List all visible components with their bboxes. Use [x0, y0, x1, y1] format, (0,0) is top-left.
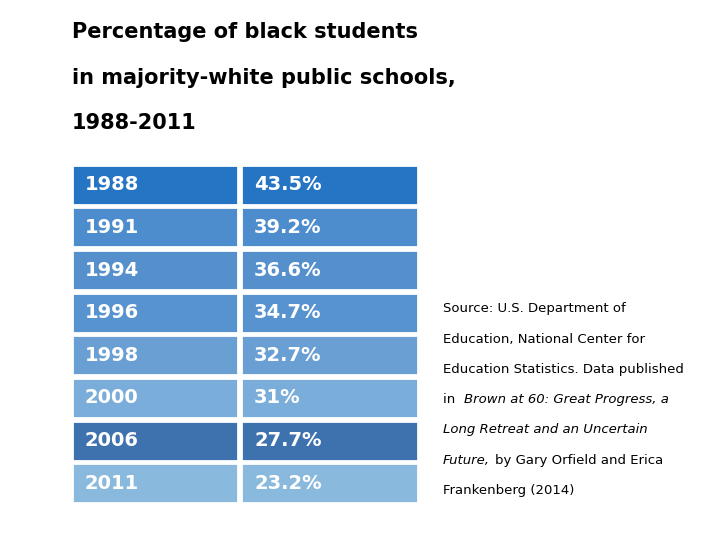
FancyBboxPatch shape: [241, 293, 418, 333]
Text: 1994: 1994: [85, 260, 139, 280]
Text: Percentage of black students: Percentage of black students: [72, 22, 418, 42]
Text: Long Retreat and an Uncertain: Long Retreat and an Uncertain: [443, 423, 647, 436]
Text: 31%: 31%: [254, 388, 301, 408]
Text: 1988: 1988: [85, 175, 140, 194]
Text: Frankenberg (2014): Frankenberg (2014): [443, 484, 574, 497]
FancyBboxPatch shape: [72, 250, 238, 290]
Text: in: in: [443, 393, 459, 406]
Text: 23.2%: 23.2%: [254, 474, 322, 493]
Text: 36.6%: 36.6%: [254, 260, 322, 280]
Text: 2000: 2000: [85, 388, 139, 408]
FancyBboxPatch shape: [241, 250, 418, 290]
Text: 1991: 1991: [85, 218, 139, 237]
Text: 1996: 1996: [85, 303, 139, 322]
FancyBboxPatch shape: [241, 463, 418, 503]
FancyBboxPatch shape: [72, 165, 238, 205]
Text: Brown at 60: Great Progress, a: Brown at 60: Great Progress, a: [464, 393, 670, 406]
Text: in majority-white public schools,: in majority-white public schools,: [72, 68, 456, 87]
FancyBboxPatch shape: [241, 335, 418, 375]
Text: 34.7%: 34.7%: [254, 303, 322, 322]
FancyBboxPatch shape: [72, 293, 238, 333]
Text: Education Statistics. Data published: Education Statistics. Data published: [443, 363, 684, 376]
FancyBboxPatch shape: [72, 378, 238, 418]
Text: 2006: 2006: [85, 431, 139, 450]
Text: 1998: 1998: [85, 346, 139, 365]
Text: 2011: 2011: [85, 474, 139, 493]
FancyBboxPatch shape: [241, 165, 418, 205]
FancyBboxPatch shape: [241, 378, 418, 418]
Text: 32.7%: 32.7%: [254, 346, 322, 365]
Text: Education, National Center for: Education, National Center for: [443, 333, 645, 346]
FancyBboxPatch shape: [72, 463, 238, 503]
Text: 43.5%: 43.5%: [254, 175, 322, 194]
Text: Future,: Future,: [443, 454, 490, 467]
FancyBboxPatch shape: [72, 207, 238, 247]
FancyBboxPatch shape: [241, 207, 418, 247]
FancyBboxPatch shape: [72, 335, 238, 375]
Text: by Gary Orfield and Erica: by Gary Orfield and Erica: [495, 454, 663, 467]
Text: 39.2%: 39.2%: [254, 218, 322, 237]
FancyBboxPatch shape: [72, 421, 238, 461]
Text: 1988-2011: 1988-2011: [72, 113, 197, 133]
Text: 27.7%: 27.7%: [254, 431, 322, 450]
FancyBboxPatch shape: [241, 421, 418, 461]
Text: Source: U.S. Department of: Source: U.S. Department of: [443, 302, 626, 315]
